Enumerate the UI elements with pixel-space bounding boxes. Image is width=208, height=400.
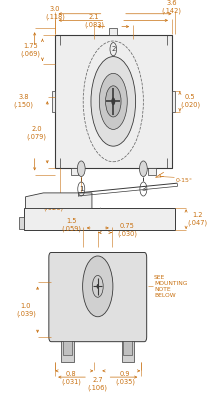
Bar xyxy=(124,341,132,355)
Text: 1.0
(.039): 1.0 (.039) xyxy=(16,303,36,317)
Bar xyxy=(24,208,175,230)
Text: 0.9
(.035): 0.9 (.035) xyxy=(115,371,135,385)
Bar xyxy=(19,217,24,229)
Bar xyxy=(92,266,104,277)
Circle shape xyxy=(77,161,85,176)
Text: 2: 2 xyxy=(111,46,115,52)
Bar xyxy=(172,91,175,112)
Circle shape xyxy=(91,56,136,146)
Text: SEE
MOUNTING
NOTE
BELOW: SEE MOUNTING NOTE BELOW xyxy=(154,274,187,298)
Circle shape xyxy=(105,86,121,117)
Text: 0.65
(.026): 0.65 (.026) xyxy=(43,197,63,211)
Circle shape xyxy=(99,73,127,130)
Text: 0.5
(.020): 0.5 (.020) xyxy=(180,94,200,108)
Circle shape xyxy=(140,161,147,176)
Text: 0-15°: 0-15° xyxy=(175,178,192,182)
Text: 1.5
(.059): 1.5 (.059) xyxy=(62,218,82,232)
Bar xyxy=(26,198,88,208)
Circle shape xyxy=(97,284,99,289)
Text: 3: 3 xyxy=(141,186,146,192)
Bar xyxy=(52,91,55,112)
Polygon shape xyxy=(26,193,92,208)
Text: 2.0
(.079): 2.0 (.079) xyxy=(27,126,47,140)
Bar xyxy=(121,341,134,362)
Text: 1: 1 xyxy=(79,186,83,192)
Text: 2.7
(.106): 2.7 (.106) xyxy=(88,377,108,391)
Bar xyxy=(109,28,117,35)
Text: 0.75
(.030): 0.75 (.030) xyxy=(117,223,137,237)
Text: 3.8
(.150): 3.8 (.150) xyxy=(13,94,33,108)
Text: 2.1
(.083): 2.1 (.083) xyxy=(84,14,104,28)
Text: 3.0
(.118): 3.0 (.118) xyxy=(45,6,65,20)
Text: 1.2
(.047): 1.2 (.047) xyxy=(188,212,208,226)
Text: 3.6
(.142): 3.6 (.142) xyxy=(162,0,182,14)
Text: 1.75
(.069): 1.75 (.069) xyxy=(21,43,41,57)
Bar xyxy=(148,168,156,174)
Bar xyxy=(71,168,78,174)
Bar xyxy=(55,35,172,168)
Text: 0.8
(.031): 0.8 (.031) xyxy=(61,371,81,385)
Bar xyxy=(96,268,100,274)
Bar xyxy=(63,341,72,355)
Circle shape xyxy=(111,98,115,105)
Circle shape xyxy=(83,256,113,317)
FancyBboxPatch shape xyxy=(49,252,147,342)
Bar xyxy=(61,341,74,362)
